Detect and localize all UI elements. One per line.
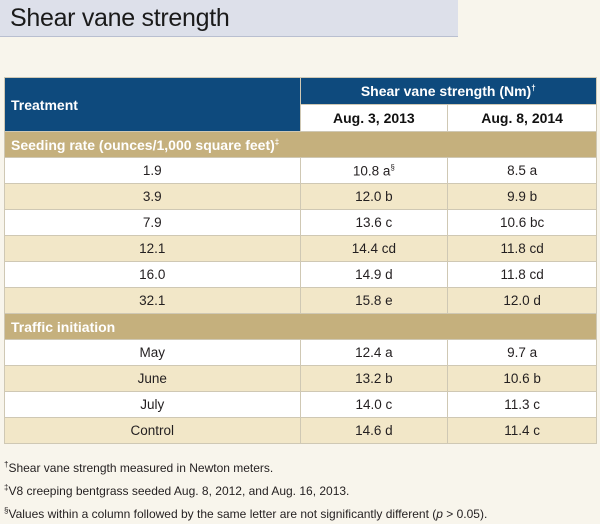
value-cell-2013: 13.6 c <box>299 209 449 236</box>
treatment-cell: 16.0 <box>4 261 301 288</box>
group-header-mark: † <box>531 83 536 93</box>
treatment-header: Treatment <box>4 77 301 132</box>
section-label: Traffic initiation <box>4 313 597 340</box>
group-header-label: Shear vane strength (Nm) <box>360 83 532 99</box>
value-cell-2014: 8.5 a <box>447 157 597 184</box>
value-cell-2014: 11.4 c <box>447 417 597 444</box>
table-row: July 14.0 c 11.3 c <box>4 391 597 418</box>
value-cell-2013: 10.8 a§ <box>299 157 449 184</box>
footnote-text: V8 creeping bentgrass seeded Aug. 8, 201… <box>8 484 350 498</box>
treatment-cell: June <box>4 365 301 392</box>
page-title: Shear vane strength <box>10 4 230 32</box>
treatment-cell: 32.1 <box>4 287 301 314</box>
value-mark: § <box>390 162 395 172</box>
value-cell-2014: 10.6 b <box>447 365 597 392</box>
footnote-mark: ‡ <box>4 483 9 492</box>
value-cell-2013: 12.0 b <box>299 183 449 210</box>
footnote: §Values within a column followed by the … <box>4 501 596 524</box>
section-row-seeding-rate: Seeding rate (ounces/1,000 square feet)‡ <box>4 131 597 158</box>
table-row: June 13.2 b 10.6 b <box>4 365 597 392</box>
treatment-cell: 1.9 <box>4 157 301 184</box>
value-cell-2014: 9.9 b <box>447 183 597 210</box>
value-cell-2013: 14.6 d <box>299 417 449 444</box>
section-label-mark: ‡ <box>274 136 280 146</box>
treatment-cell: Control <box>4 417 301 444</box>
value-cell-2013: 14.9 d <box>299 261 449 288</box>
table-row: Control 14.6 d 11.4 c <box>4 417 597 444</box>
treatment-cell: May <box>4 339 301 366</box>
footnote-mark: † <box>4 460 9 469</box>
table-row: 12.1 14.4 cd 11.8 cd <box>4 235 597 262</box>
group-header: Shear vane strength (Nm)† <box>299 77 597 105</box>
treatment-cell: 7.9 <box>4 209 301 236</box>
column-header-2014: Aug. 8, 2014 <box>447 104 597 132</box>
footnote-text-end: > 0.05). <box>442 507 488 521</box>
footnote-mark: § <box>4 506 9 515</box>
section-label: Seeding rate (ounces/1,000 square feet) <box>11 136 275 153</box>
table-row: 3.9 12.0 b 9.9 b <box>4 183 597 210</box>
footnotes: †Shear vane strength measured in Newton … <box>4 455 596 524</box>
value-cell-2014: 9.7 a <box>447 339 597 366</box>
value-cell-2013: 14.0 c <box>299 391 449 418</box>
value-cell-2013: 14.4 cd <box>299 235 449 262</box>
treatment-cell: 12.1 <box>4 235 301 262</box>
treatment-cell: 3.9 <box>4 183 301 210</box>
table-row: 16.0 14.9 d 11.8 cd <box>4 261 597 288</box>
value-cell-2013: 12.4 a <box>299 339 449 366</box>
column-header-2013: Aug. 3, 2013 <box>299 104 449 132</box>
section-row-traffic-initiation: Traffic initiation <box>4 313 597 340</box>
footnote: †Shear vane strength measured in Newton … <box>4 455 596 478</box>
value-text: 10.8 a <box>352 163 391 179</box>
footnote-p-symbol: p <box>436 507 443 521</box>
value-cell-2014: 12.0 d <box>447 287 597 314</box>
table-row: May 12.4 a 9.7 a <box>4 339 597 366</box>
value-cell-2014: 11.8 cd <box>447 261 597 288</box>
footnote-text: Values within a column followed by the s… <box>8 507 437 521</box>
value-cell-2014: 11.3 c <box>447 391 597 418</box>
footnote-text: Shear vane strength measured in Newton m… <box>8 461 274 475</box>
table-row: 7.9 13.6 c 10.6 bc <box>4 209 597 236</box>
table-row: 1.9 10.8 a§ 8.5 a <box>4 157 597 184</box>
value-cell-2014: 11.8 cd <box>447 235 597 262</box>
value-cell-2013: 13.2 b <box>299 365 449 392</box>
value-cell-2014: 10.6 bc <box>447 209 597 236</box>
footnote: ‡V8 creeping bentgrass seeded Aug. 8, 20… <box>4 478 596 501</box>
title-bar: Shear vane strength <box>0 0 458 37</box>
value-cell-2013: 15.8 e <box>299 287 449 314</box>
treatment-cell: July <box>4 391 301 418</box>
table-row: 32.1 15.8 e 12.0 d <box>4 287 597 314</box>
shear-vane-table: Treatment Shear vane strength (Nm)† Aug.… <box>4 77 597 444</box>
